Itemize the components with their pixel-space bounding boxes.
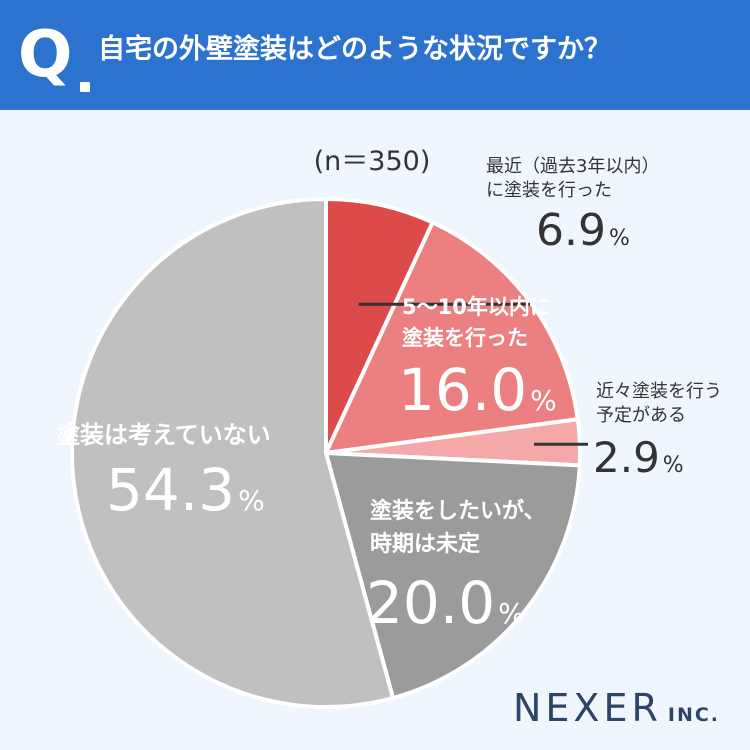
slice-4-value: 20.0%	[366, 569, 525, 637]
slice-1-value-number: 6.9	[536, 205, 606, 256]
slice-3-label-line-2: 予定がある	[596, 405, 686, 426]
slice-5-value-number: 54.3	[106, 456, 235, 524]
leader-lines	[358, 302, 588, 446]
question-header: Q 自宅の外壁塗装はどのような状況ですか？	[0, 0, 750, 110]
pie-slice-2	[324, 220, 580, 455]
pie-slice-1	[324, 197, 435, 455]
logo-sub-text: INC.	[667, 704, 721, 726]
pie-slices	[70, 197, 582, 709]
slice-2-value-unit: %	[530, 384, 557, 417]
slice-4-value-number: 20.0	[366, 569, 495, 637]
slice-2-value: 16.0%	[398, 356, 557, 424]
slice-3-value-number: 2.9	[593, 433, 660, 482]
slice-2-label-line-1: 5～10年以内に	[402, 295, 551, 319]
slice-5-value-unit: %	[238, 484, 265, 517]
pie-slice-5	[70, 197, 395, 709]
slice-4-label-line-2: 時期は未定	[370, 531, 480, 557]
slice-1-value-unit: %	[609, 226, 630, 251]
slice-2-value-number: 16.0	[398, 356, 527, 424]
logo-main-text: NEXER	[513, 686, 662, 730]
pie-slice-4	[324, 451, 582, 701]
slice-5-value: 54.3%	[106, 456, 265, 524]
q-dot-icon	[80, 82, 90, 92]
slice-3-value-unit: %	[663, 453, 684, 478]
nexer-logo: NEXER INC.	[513, 686, 720, 730]
q-label: Q	[18, 18, 73, 92]
slice-4-value-unit: %	[498, 597, 525, 630]
slice-5-label-line-1: 塗装は考えていない	[56, 421, 271, 449]
slice-3-value: 2.9%	[593, 433, 684, 482]
slice-1-label-line-2: に塗装を行った	[486, 179, 612, 201]
question-text: 自宅の外壁塗装はどのような状況ですか？	[98, 34, 611, 65]
slice-1-value: 6.9%	[536, 205, 630, 256]
slice-2-label-line-2: 塗装を行った	[402, 326, 528, 350]
slice-3-label-line-1: 近々塗装を行う	[596, 380, 722, 402]
sample-size-label: (n＝350)	[314, 146, 431, 177]
slice-1-label-line-1: 最近（過去3年以内）	[486, 156, 659, 177]
slice-4-label-line-1: 塗装をしたいが、	[370, 498, 546, 524]
